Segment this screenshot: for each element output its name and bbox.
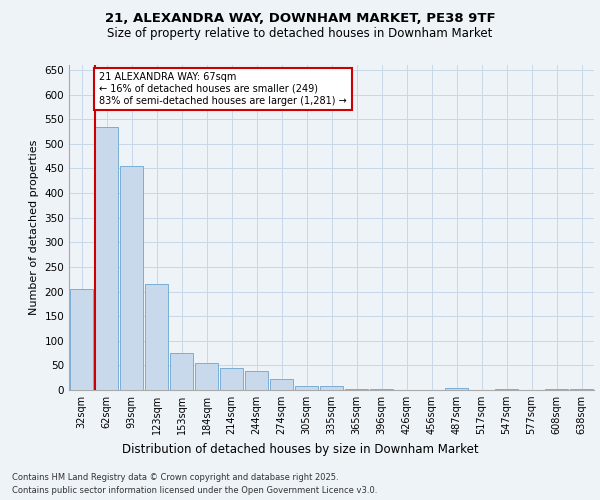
Text: Contains public sector information licensed under the Open Government Licence v3: Contains public sector information licen… bbox=[12, 486, 377, 495]
Bar bbox=[295, 386, 318, 390]
Bar bbox=[245, 372, 268, 390]
Bar bbox=[170, 353, 193, 390]
Text: 21 ALEXANDRA WAY: 67sqm
← 16% of detached houses are smaller (249)
83% of semi-d: 21 ALEXANDRA WAY: 67sqm ← 16% of detache… bbox=[99, 72, 347, 106]
Bar bbox=[445, 388, 468, 390]
Bar bbox=[220, 368, 243, 390]
Text: 21, ALEXANDRA WAY, DOWNHAM MARKET, PE38 9TF: 21, ALEXANDRA WAY, DOWNHAM MARKET, PE38 … bbox=[104, 12, 496, 26]
Bar bbox=[95, 126, 118, 390]
Bar bbox=[370, 388, 393, 390]
Bar bbox=[270, 379, 293, 390]
Bar bbox=[195, 363, 218, 390]
Y-axis label: Number of detached properties: Number of detached properties bbox=[29, 140, 39, 315]
Text: Size of property relative to detached houses in Downham Market: Size of property relative to detached ho… bbox=[107, 28, 493, 40]
Bar bbox=[320, 386, 343, 390]
Bar bbox=[495, 388, 518, 390]
Bar bbox=[145, 284, 168, 390]
Bar bbox=[545, 388, 568, 390]
Bar bbox=[120, 166, 143, 390]
Bar bbox=[570, 388, 593, 390]
Bar bbox=[345, 388, 368, 390]
Bar bbox=[70, 289, 93, 390]
Text: Contains HM Land Registry data © Crown copyright and database right 2025.: Contains HM Land Registry data © Crown c… bbox=[12, 472, 338, 482]
Text: Distribution of detached houses by size in Downham Market: Distribution of detached houses by size … bbox=[122, 442, 478, 456]
